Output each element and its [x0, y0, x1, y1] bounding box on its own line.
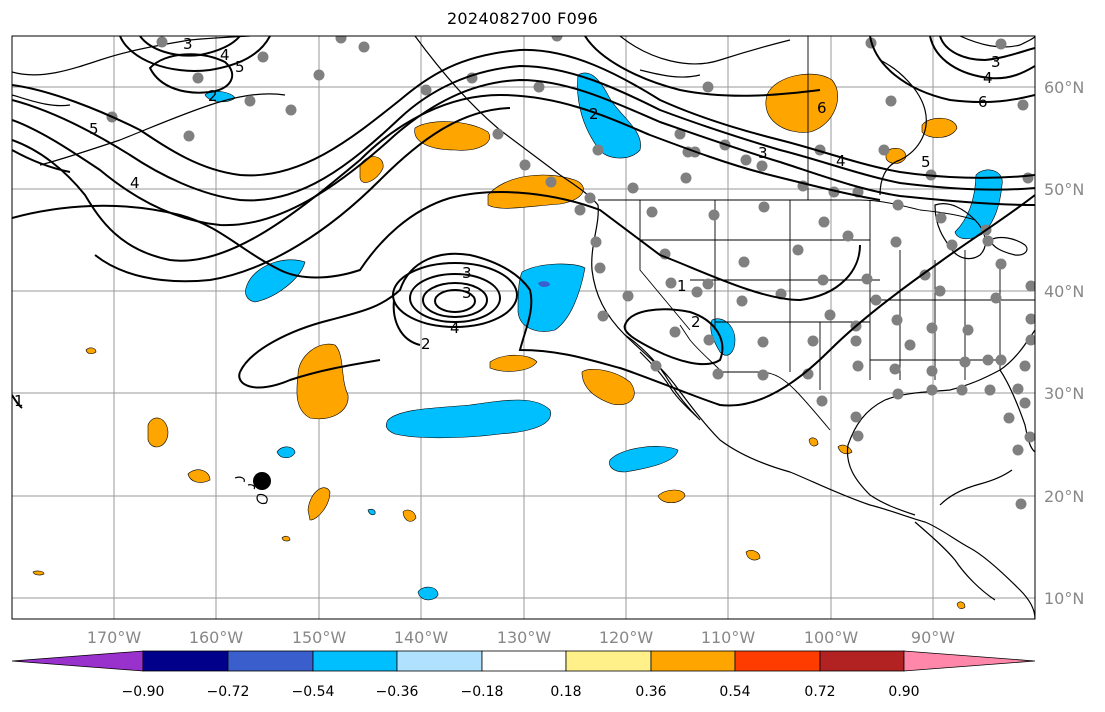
- colorbar-tick-label: −0.18: [461, 684, 504, 700]
- contour-label: 4: [836, 152, 846, 170]
- contour-labels: 3 3 4 2 1 2 2 3 4 5 6 6 4 3 4 5 5 4 2 3 …: [14, 35, 1001, 410]
- lat-label: 10°N: [1044, 589, 1084, 608]
- colorbar-segment: [819, 650, 905, 672]
- colorbar-tick-label: 0.18: [550, 684, 581, 700]
- lon-label: 140°W: [394, 628, 449, 647]
- lon-label: 160°W: [189, 628, 244, 647]
- lat-label: 50°N: [1044, 180, 1084, 199]
- lon-label: 120°W: [599, 628, 654, 647]
- contour-label: 2: [589, 105, 599, 123]
- contour-label: 3: [462, 264, 472, 282]
- contour-lines: [12, 36, 1035, 409]
- contour-label: 5: [921, 153, 931, 171]
- contour-label: 5: [89, 120, 99, 138]
- lat-label: 60°N: [1044, 78, 1084, 97]
- colorbar-segment: [565, 650, 652, 672]
- colorbar-tick-label: −0.90: [122, 684, 165, 700]
- lat-label: 20°N: [1044, 487, 1084, 506]
- station-markers: [106, 36, 1035, 510]
- colorbar-segment: [481, 650, 567, 672]
- contour-label: 6: [978, 93, 988, 111]
- colorbar-tick-label: −0.72: [207, 684, 250, 700]
- colorbar-extend-low: [11, 650, 144, 672]
- contour-label: 4: [130, 174, 140, 192]
- colorbar-tick-label: −0.36: [376, 684, 419, 700]
- lon-label: 110°W: [701, 628, 756, 647]
- colorbar-tick-label: 0.90: [888, 684, 919, 700]
- coastlines: [12, 36, 1035, 619]
- lon-label: 130°W: [497, 628, 552, 647]
- colorbar: [11, 650, 1036, 672]
- contour-label: 2: [421, 335, 431, 353]
- lat-label: 40°N: [1044, 282, 1084, 301]
- location-marker: [253, 472, 271, 490]
- contour-label: 2: [691, 313, 701, 331]
- colorbar-tick-label: 0.54: [719, 684, 750, 700]
- contour-label: 4: [983, 69, 993, 87]
- contour-label: 3: [183, 35, 193, 53]
- map-title: 2024082700 F096: [446, 9, 599, 28]
- contour-label: 3: [758, 144, 768, 162]
- contour-label: 3: [991, 53, 1001, 71]
- negative-anomaly-areas: [204, 72, 1003, 601]
- colorbar-ticks: −0.90 −0.72 −0.54 −0.36 −0.18 0.18 0.36 …: [122, 684, 920, 700]
- contour-label: 5: [235, 58, 245, 76]
- political-borders: [598, 36, 1035, 431]
- colorbar-segment: [734, 650, 821, 672]
- map-frame: [11, 35, 1036, 620]
- latitude-labels: 60°N 50°N 40°N 30°N 20°N 10°N: [1044, 78, 1084, 608]
- contour-label: 1: [14, 392, 24, 410]
- contour-label: 4: [450, 319, 460, 337]
- colorbar-extend-high: [903, 650, 1036, 672]
- contour-label: 6: [817, 99, 827, 117]
- colorbar-segment: [227, 650, 314, 672]
- lat-label: 30°N: [1044, 384, 1084, 403]
- contour-label: 2: [208, 87, 218, 105]
- lon-label: 150°W: [292, 628, 347, 647]
- lon-label: 100°W: [804, 628, 859, 647]
- colorbar-segment: [650, 650, 736, 672]
- colorbar-tick-label: −0.54: [292, 684, 335, 700]
- colorbar-tick-label: 0.36: [635, 684, 666, 700]
- colorbar-tick-label: 0.72: [804, 684, 835, 700]
- colorbar-segment: [312, 650, 398, 672]
- longitude-labels: 170°W 160°W 150°W 140°W 130°W 120°W 110°…: [87, 628, 955, 647]
- lon-label: 170°W: [87, 628, 142, 647]
- positive-anomaly-areas: [32, 73, 966, 609]
- colorbar-segment: [142, 650, 229, 672]
- lon-label: 90°W: [911, 628, 955, 647]
- contour-label: 3: [462, 284, 472, 302]
- colorbar-segment: [396, 650, 483, 672]
- strong-negative-spot: [538, 281, 550, 288]
- contour-label: 1: [677, 277, 687, 295]
- contour-label: 4: [220, 46, 230, 64]
